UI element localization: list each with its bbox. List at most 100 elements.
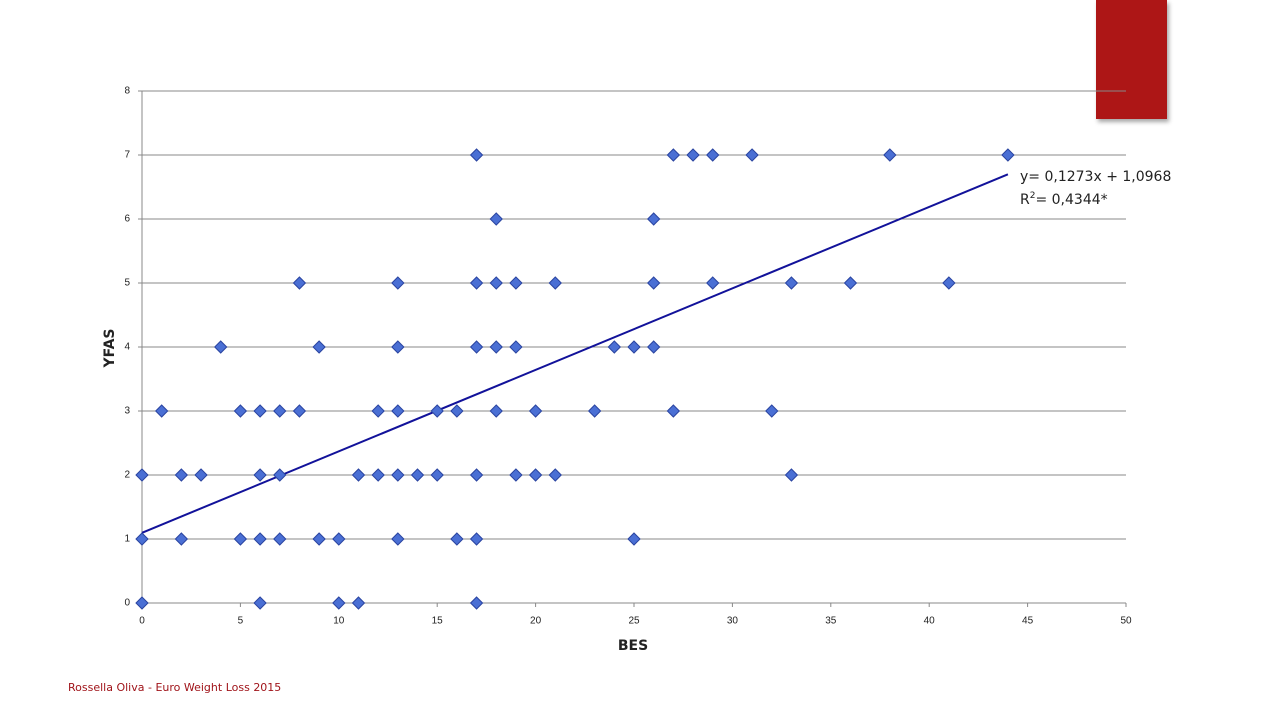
point bbox=[430, 404, 444, 418]
point bbox=[312, 340, 326, 354]
point bbox=[273, 532, 287, 546]
point bbox=[942, 276, 956, 290]
x-tick-label: 45 bbox=[1022, 616, 1034, 627]
point bbox=[351, 468, 366, 482]
y-tick-label: 6 bbox=[124, 214, 130, 225]
point bbox=[253, 596, 267, 610]
point bbox=[312, 532, 326, 546]
x-tick-label: 30 bbox=[727, 616, 739, 627]
point bbox=[509, 276, 523, 290]
x-tick-label: 0 bbox=[139, 616, 145, 627]
y-tick-label: 2 bbox=[124, 470, 130, 481]
point bbox=[273, 404, 287, 418]
point bbox=[469, 468, 484, 482]
point bbox=[391, 340, 405, 354]
trendline bbox=[141, 173, 1009, 534]
point bbox=[292, 276, 307, 290]
point bbox=[489, 212, 503, 226]
y-tick-label: 5 bbox=[124, 278, 130, 289]
x-tick-label: 40 bbox=[924, 616, 936, 627]
point bbox=[391, 468, 405, 482]
x-tick-label: 5 bbox=[238, 616, 244, 627]
r2-sup: 2 bbox=[1030, 191, 1036, 201]
x-tick-label: 50 bbox=[1120, 616, 1132, 627]
point bbox=[627, 532, 641, 546]
point bbox=[174, 468, 189, 482]
point bbox=[233, 532, 248, 546]
point bbox=[489, 404, 503, 418]
point bbox=[214, 340, 228, 354]
point bbox=[135, 532, 149, 546]
point bbox=[548, 468, 562, 482]
y-tick-label: 8 bbox=[124, 86, 130, 97]
point bbox=[391, 404, 405, 418]
point bbox=[410, 468, 425, 482]
r2-rest: = 0,4344* bbox=[1035, 192, 1107, 208]
point bbox=[548, 276, 562, 290]
r2-base: R bbox=[1020, 192, 1030, 208]
point bbox=[135, 468, 149, 482]
decor-block bbox=[1096, 0, 1167, 119]
point bbox=[607, 340, 622, 354]
y-tick-label: 0 bbox=[124, 598, 130, 609]
y-tick-label: 7 bbox=[124, 150, 130, 161]
point bbox=[135, 596, 149, 610]
point bbox=[765, 404, 779, 418]
point bbox=[666, 404, 681, 418]
point bbox=[154, 404, 169, 418]
trend-r2: R2= 0,4344* bbox=[1020, 191, 1108, 209]
point bbox=[233, 404, 248, 418]
point bbox=[391, 276, 405, 290]
point bbox=[253, 404, 267, 418]
point bbox=[686, 148, 700, 162]
point bbox=[194, 468, 208, 482]
point bbox=[646, 340, 661, 354]
point bbox=[469, 340, 484, 354]
point bbox=[489, 276, 503, 290]
point bbox=[469, 596, 484, 610]
point bbox=[1001, 148, 1015, 162]
point bbox=[587, 404, 602, 418]
point bbox=[253, 468, 267, 482]
point bbox=[391, 532, 405, 546]
y-tick-label: 4 bbox=[124, 342, 130, 353]
point bbox=[509, 340, 523, 354]
point bbox=[450, 532, 464, 546]
point bbox=[489, 340, 503, 354]
x-tick-label: 10 bbox=[333, 616, 345, 627]
point bbox=[843, 276, 858, 290]
point bbox=[450, 404, 464, 418]
y-tick-label: 1 bbox=[124, 534, 130, 545]
point bbox=[469, 148, 484, 162]
point bbox=[528, 468, 543, 482]
point bbox=[430, 468, 444, 482]
point bbox=[371, 468, 385, 482]
point bbox=[883, 148, 897, 162]
point bbox=[646, 276, 661, 290]
y-axis-title: YFAS bbox=[102, 328, 118, 368]
x-tick-label: 35 bbox=[825, 616, 837, 627]
x-tick-label: 25 bbox=[628, 616, 640, 627]
point bbox=[745, 148, 759, 162]
point bbox=[371, 404, 385, 418]
footer: Rossella Oliva - Euro Weight Loss 2015 bbox=[68, 681, 281, 694]
point bbox=[706, 148, 720, 162]
point bbox=[469, 276, 484, 290]
point bbox=[646, 212, 661, 226]
point bbox=[273, 468, 287, 482]
y-tick-label: 3 bbox=[124, 406, 130, 417]
point bbox=[627, 340, 641, 354]
point bbox=[528, 404, 543, 418]
x-tick-label: 20 bbox=[530, 616, 542, 627]
point bbox=[174, 532, 189, 546]
point bbox=[332, 596, 346, 610]
point bbox=[784, 276, 799, 290]
point bbox=[332, 532, 346, 546]
point bbox=[784, 468, 799, 482]
point bbox=[469, 532, 484, 546]
point bbox=[253, 532, 267, 546]
point bbox=[706, 276, 720, 290]
point bbox=[292, 404, 307, 418]
